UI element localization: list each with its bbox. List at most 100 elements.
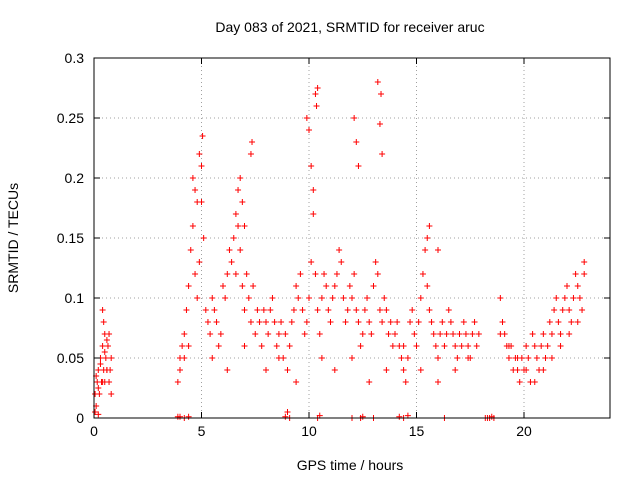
data-point	[419, 271, 426, 277]
data-point	[439, 319, 446, 325]
data-point	[329, 295, 336, 301]
data-point	[241, 307, 248, 313]
data-point	[540, 367, 547, 373]
x-tick-label: 0	[90, 423, 98, 439]
data-point	[200, 235, 207, 241]
data-point	[97, 361, 104, 367]
data-point	[239, 199, 246, 205]
data-point	[413, 343, 420, 349]
data-point	[185, 413, 192, 420]
data-point	[194, 199, 201, 205]
data-point	[353, 139, 360, 145]
data-point	[293, 379, 300, 385]
data-point	[366, 319, 373, 325]
data-point	[179, 343, 186, 349]
data-point	[217, 331, 224, 337]
data-point	[174, 379, 181, 385]
data-point	[415, 319, 422, 325]
data-point	[417, 367, 424, 373]
data-point	[102, 355, 109, 361]
data-point	[349, 295, 355, 301]
data-point	[196, 259, 203, 265]
data-point	[379, 319, 386, 325]
data-point	[103, 337, 110, 343]
data-point	[282, 413, 289, 420]
data-point	[557, 343, 564, 349]
data-point	[499, 319, 506, 325]
data-point	[196, 151, 203, 157]
data-point	[181, 355, 188, 361]
data-point	[95, 411, 102, 418]
data-point	[383, 307, 390, 313]
data-point	[263, 367, 269, 373]
data-point	[258, 343, 265, 349]
data-point	[245, 295, 252, 301]
y-tick-label: 0	[76, 410, 84, 426]
data-point	[430, 331, 437, 337]
data-point	[254, 307, 261, 313]
data-point	[338, 259, 345, 265]
data-point	[239, 283, 246, 289]
data-point	[471, 319, 478, 325]
data-point	[351, 271, 358, 277]
data-point	[469, 331, 476, 337]
data-point	[310, 211, 317, 217]
x-tick-labels: 0 5 10 15 20	[90, 423, 532, 439]
data-point	[376, 307, 383, 313]
data-point	[437, 331, 444, 337]
data-point	[250, 283, 257, 289]
data-point	[340, 295, 347, 301]
data-point	[385, 331, 392, 337]
data-point	[392, 331, 398, 337]
data-point	[194, 295, 201, 301]
data-point	[344, 307, 351, 313]
data-point	[314, 307, 321, 313]
data-point	[432, 343, 439, 349]
data-point	[370, 283, 377, 289]
data-point	[96, 391, 103, 397]
data-point	[379, 151, 386, 157]
data-point	[249, 139, 256, 145]
data-point	[497, 331, 504, 337]
data-point	[557, 331, 564, 337]
data-point	[273, 343, 280, 349]
data-point	[407, 319, 414, 325]
data-point	[301, 331, 308, 337]
data-point	[374, 271, 381, 277]
data-point	[290, 307, 297, 313]
data-point	[505, 355, 512, 361]
data-point	[312, 91, 319, 97]
data-point	[202, 307, 209, 313]
data-point	[572, 271, 579, 277]
data-point	[542, 355, 549, 361]
x-tick-label: 15	[409, 423, 425, 439]
data-point	[452, 343, 459, 349]
data-point	[548, 355, 555, 361]
data-point	[192, 271, 199, 277]
data-point	[224, 271, 231, 277]
data-point	[378, 91, 385, 97]
data-point	[177, 367, 183, 373]
data-point	[237, 175, 244, 181]
data-point	[355, 319, 362, 325]
data-point	[523, 367, 530, 373]
data-point	[514, 355, 521, 361]
data-point	[318, 295, 325, 301]
data-point	[394, 319, 401, 325]
data-point	[306, 295, 312, 301]
data-point	[327, 319, 334, 325]
data-point	[383, 367, 390, 373]
data-point	[263, 319, 269, 325]
y-axis-title: SRMTID / TECUs	[5, 183, 21, 293]
data-point	[247, 319, 254, 325]
y-tick-label: 0.15	[57, 230, 84, 246]
data-point	[411, 331, 418, 337]
data-point	[275, 331, 282, 337]
data-point	[323, 283, 330, 289]
data-point	[189, 223, 196, 229]
data-point	[222, 295, 229, 301]
axis-ticks	[93, 57, 610, 419]
data-point	[441, 343, 448, 349]
data-point	[353, 307, 360, 313]
